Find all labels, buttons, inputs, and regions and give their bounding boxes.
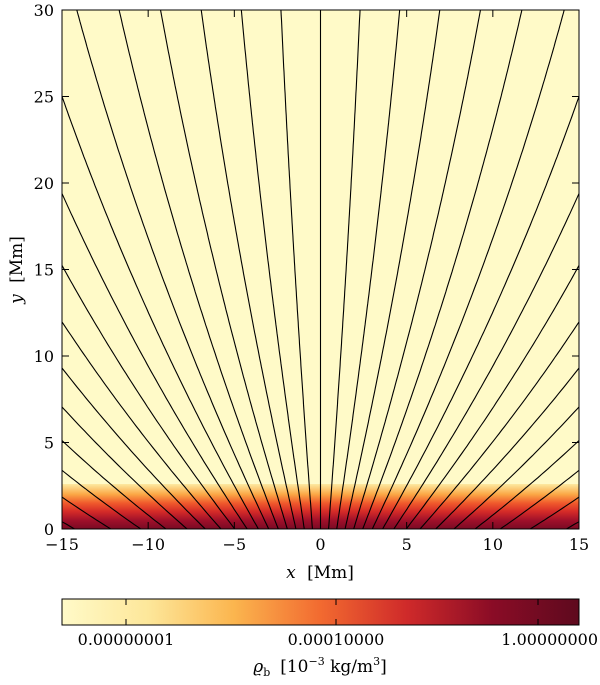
field-line — [353, 10, 482, 529]
field-line — [62, 439, 167, 529]
y-tick-label: 0 — [44, 520, 54, 539]
x-tick-label: 0 — [315, 535, 325, 554]
field-line — [474, 439, 579, 529]
field-line — [62, 320, 222, 529]
y-tick-label: 15 — [34, 261, 54, 280]
x-tick-label: 5 — [402, 535, 412, 554]
y-tick-label: 5 — [44, 434, 54, 453]
x-tick-label: −5 — [223, 535, 247, 554]
field-line — [405, 264, 579, 529]
colorbar-subscript: b — [263, 666, 270, 679]
y-axis-label: y [Mm] — [7, 236, 27, 305]
y-axis-var: y — [7, 294, 27, 305]
colorbar-unit-post: ] — [380, 657, 387, 677]
y-axis-ticks: 0 5 10 15 20 25 30 — [34, 1, 579, 539]
colorbar-unit-mid: kg/m — [325, 657, 373, 677]
colorbar-tick-label: 1.00000000 — [501, 630, 598, 649]
field-line — [362, 10, 523, 529]
field-line — [62, 406, 188, 529]
field-line — [371, 10, 565, 529]
y-tick-label: 20 — [34, 174, 54, 193]
field-line — [327, 10, 361, 529]
x-tick-label: 10 — [483, 535, 503, 554]
colorbar-unit-pre: [10 — [280, 657, 308, 677]
field-line — [419, 320, 579, 529]
colorbar-symbol: ϱ — [253, 657, 263, 677]
x-tick-label: −15 — [45, 535, 79, 554]
x-axis-label: x [Mm] — [286, 563, 354, 583]
colorbar-ticks: 0.00000001 0.00010000 1.00000000 — [78, 599, 598, 649]
field-line — [62, 264, 236, 529]
field-line — [76, 10, 270, 529]
colorbar-unit-exp2: 3 — [373, 655, 380, 668]
y-tick-label: 30 — [34, 1, 54, 20]
x-axis-unit: [Mm] — [307, 563, 354, 583]
field-line — [393, 192, 579, 529]
field-line — [159, 10, 288, 529]
field-line — [344, 10, 441, 529]
field-line — [62, 367, 207, 529]
y-tick-label: 10 — [34, 347, 54, 366]
field-line — [240, 10, 305, 529]
field-line — [62, 94, 260, 529]
field-line — [434, 367, 579, 529]
field-line — [118, 10, 279, 529]
colorbar-unit-exp1: −3 — [309, 655, 325, 668]
field-line — [453, 406, 579, 529]
field-line — [62, 192, 248, 529]
field-lines — [62, 0, 600, 538]
x-axis-ticks: −15 −10 −5 0 5 10 15 — [45, 10, 589, 554]
y-tick-label: 25 — [34, 88, 54, 107]
field-line — [200, 10, 297, 529]
field-line — [593, 0, 600, 538]
colorbar-tick-label: 0.00000001 — [78, 630, 175, 649]
colorbar — [61, 598, 580, 626]
field-line — [336, 10, 401, 529]
x-tick-label: 15 — [569, 535, 589, 554]
field-line — [381, 94, 579, 529]
x-axis-var: x — [286, 563, 296, 583]
y-axis-unit: [Mm] — [7, 236, 27, 283]
field-line — [280, 10, 314, 529]
x-tick-label: −10 — [131, 535, 165, 554]
colorbar-tick-label: 0.00010000 — [288, 630, 385, 649]
colorbar-label: ϱb [10−3 kg/m3] — [253, 655, 387, 679]
